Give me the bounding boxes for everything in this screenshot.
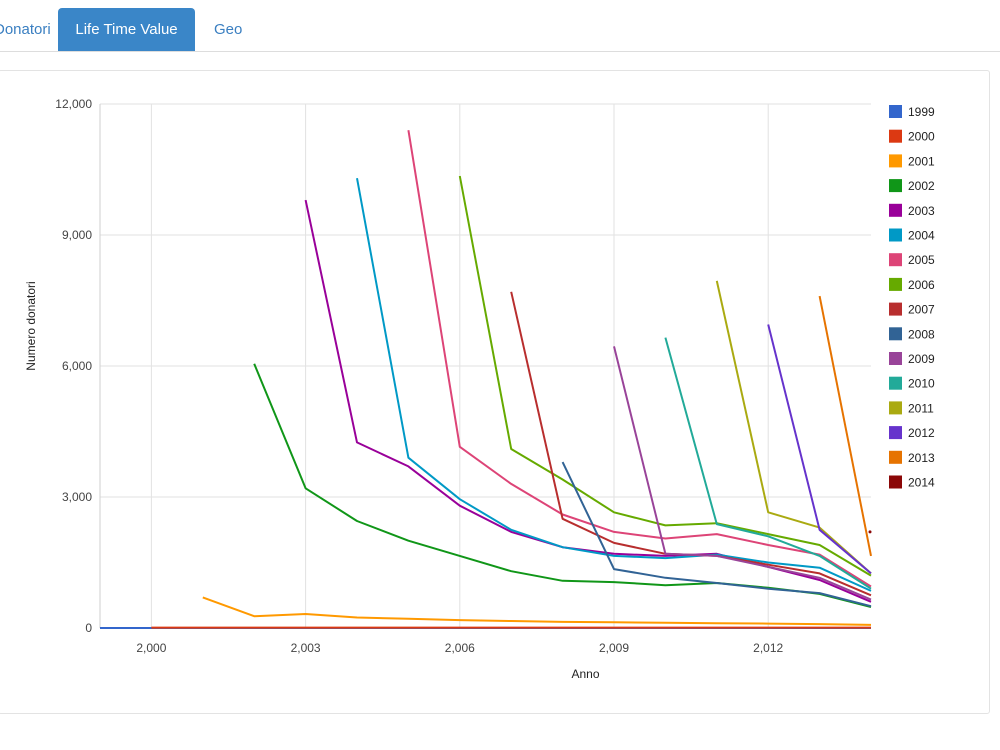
y-tick-label: 6,000: [62, 359, 92, 373]
legend-label-2012: 2012: [908, 426, 935, 440]
legend-swatch-2004: [889, 228, 902, 242]
series-line-2008: [561, 461, 872, 608]
x-axis-title: Anno: [571, 667, 599, 681]
series-line-2004: [356, 178, 872, 592]
tab-life-time-value[interactable]: Life Time Value: [58, 8, 195, 52]
series-line-2003: [304, 199, 872, 603]
line-chart: 0 3,000 6,000 9,000 12,000 2,000 2,003 2,006 2,0…: [24, 97, 935, 681]
legend-swatch-2013: [889, 450, 902, 464]
legend-label-2006: 2006: [908, 278, 935, 292]
legend-swatch-2002: [889, 179, 902, 193]
series-line-2001: [202, 596, 872, 626]
y-tick-label: 12,000: [55, 97, 92, 111]
legend-label-2001: 2001: [908, 154, 935, 168]
legend-swatch-2012: [889, 426, 902, 440]
series-line-2010: [664, 337, 872, 590]
legend-label-2009: 2009: [908, 352, 935, 366]
x-tick-label: 2,006: [445, 641, 475, 655]
legend-label-2003: 2003: [908, 204, 935, 218]
tab-bar: Donatori Life Time Value Geo: [0, 0, 1000, 52]
legend-label-2007: 2007: [908, 303, 935, 317]
legend-swatch-2003: [889, 203, 902, 217]
chart-grid: [99, 103, 871, 629]
legend-label-2004: 2004: [908, 229, 935, 243]
legend-swatch-2009: [889, 352, 902, 365]
legend-swatch-2006: [889, 277, 902, 291]
chart-legend: 1999 2000 2001 2002 2003 2004 2005 2006 2007 2008…: [889, 105, 935, 490]
legend-label-2013: 2013: [908, 451, 935, 465]
tab-geo[interactable]: Geo: [214, 21, 243, 38]
chart-panel: 0 3,000 6,000 9,000 12,000 2,000 2,003 2,006 2,0…: [0, 70, 990, 714]
y-tick-label: 0: [85, 621, 92, 635]
legend-label-2008: 2008: [908, 327, 935, 341]
legend-label-2010: 2010: [908, 377, 935, 391]
x-tick-label: 2,000: [136, 641, 166, 655]
x-tick-label: 2,003: [291, 641, 321, 655]
series-line-2013: [818, 295, 872, 557]
legend-label-1999: 1999: [908, 105, 935, 119]
legend-swatch-2005: [889, 253, 902, 267]
legend-swatch-2011: [889, 401, 902, 415]
legend-label-2000: 2000: [908, 130, 935, 144]
y-tick-label: 9,000: [62, 228, 92, 242]
series-line-2009: [613, 346, 872, 601]
legend-label-2002: 2002: [908, 179, 935, 193]
legend-swatch-2000: [889, 129, 902, 143]
x-tick-label: 2,012: [753, 641, 783, 655]
y-tick-label: 3,000: [62, 490, 92, 504]
series-line-2014: [868, 530, 872, 534]
y-axis-title: Numero donatori: [24, 281, 38, 370]
chart-axes: 0 3,000 6,000 9,000 12,000 2,000 2,003 2,006 2,0…: [24, 97, 784, 681]
series-line-2007: [510, 291, 872, 597]
legend-label-2005: 2005: [908, 253, 935, 267]
series-line-2006: [458, 175, 872, 577]
x-tick-label: 2,009: [599, 641, 629, 655]
tab-donatori[interactable]: Donatori: [0, 21, 51, 38]
legend-swatch-2007: [889, 302, 902, 316]
legend-swatch-2001: [889, 154, 902, 168]
legend-swatch-2014: [889, 475, 902, 489]
legend-swatch-2010: [889, 376, 902, 390]
chart-series: [100, 130, 872, 629]
series-line-2012: [767, 324, 872, 575]
tab-bar-divider: [0, 51, 1000, 52]
legend-swatch-2008: [889, 327, 902, 341]
legend-label-2014: 2014: [908, 476, 935, 490]
legend-label-2011: 2011: [908, 401, 934, 415]
series-line-2005: [407, 130, 872, 588]
legend-swatch-1999: [889, 105, 902, 118]
